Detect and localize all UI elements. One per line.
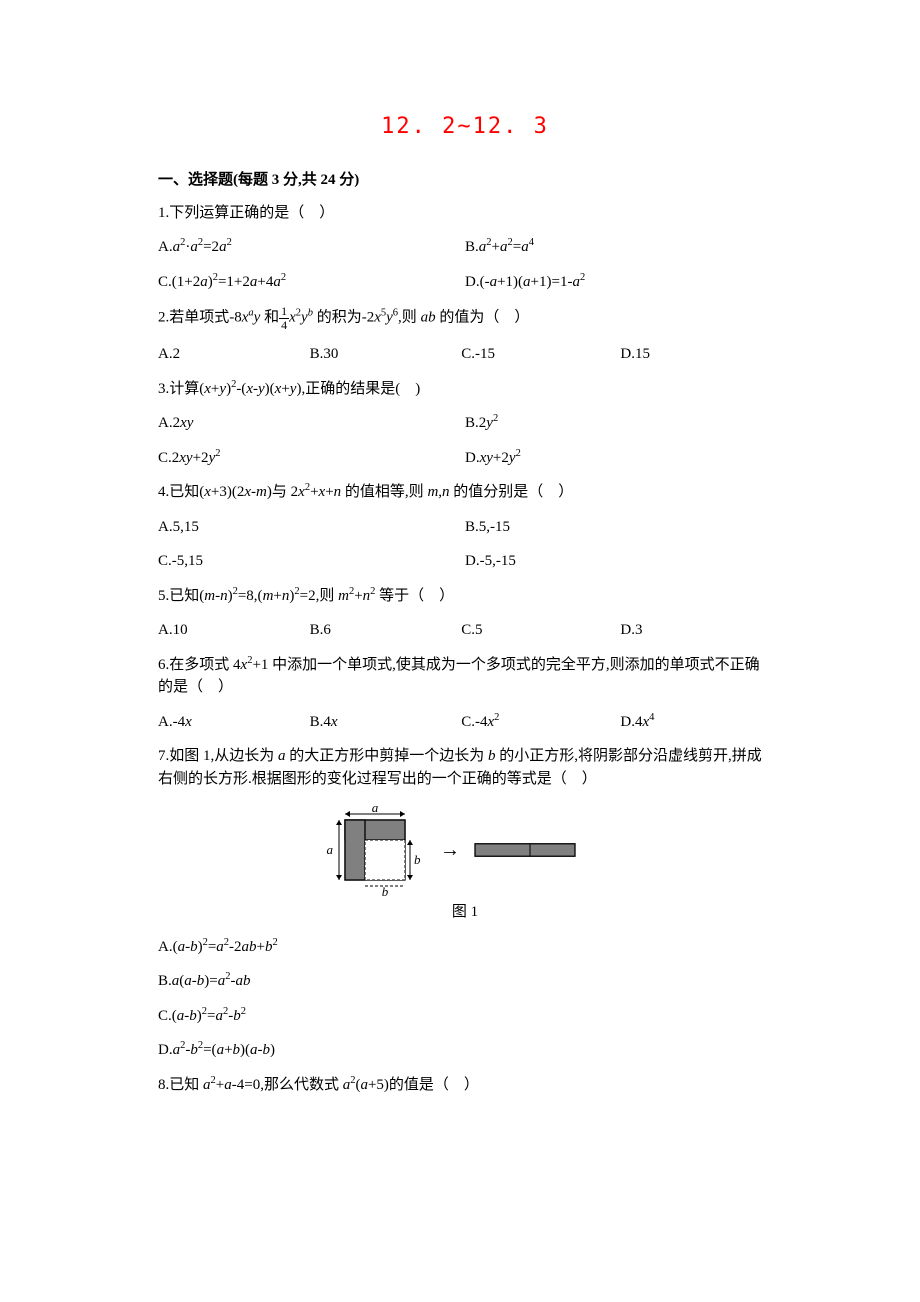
- svg-text:b: b: [382, 884, 389, 897]
- q4-row1: A.5,15 B.5,-15: [158, 516, 772, 539]
- q1-option-a: A.a2·a2=2a2: [158, 236, 465, 259]
- q2-option-a: A.2: [158, 343, 310, 366]
- q3-row1: A.2xy B.2y2: [158, 412, 772, 435]
- figure-caption: 图 1: [158, 901, 772, 924]
- q7-stem: 7.如图 1,从边长为 a 的大正方形中剪掉一个边长为 b 的小正方形,将阴影部…: [158, 745, 772, 790]
- q4-stem: 4.已知(x+3)(2x-m)与 2x2+x+n 的值相等,则 m,n 的值分别…: [158, 481, 772, 504]
- q2-option-c: C.-15: [461, 343, 620, 366]
- q1-stem: 1.下列运算正确的是（ ）: [158, 202, 772, 225]
- q8-stem: 8.已知 a2+a-4=0,那么代数式 a2(a+5)的值是（ ）: [158, 1074, 772, 1097]
- svg-text:a: a: [327, 842, 334, 857]
- figure-1: a a b b →: [158, 802, 772, 897]
- q6-option-b: B.4x: [310, 711, 462, 734]
- q7-option-b: B.a(a-b)=a2-ab: [158, 970, 772, 993]
- q4-option-c: C.-5,15: [158, 550, 465, 573]
- q2-stem: 2.若单项式-8xay 和14x2yb 的积为-2x5y6,则 ab 的值为（ …: [158, 305, 772, 331]
- q5-option-d: D.3: [620, 619, 772, 642]
- q6-option-d: D.4x4: [620, 711, 772, 734]
- q4-row2: C.-5,15 D.-5,-15: [158, 550, 772, 573]
- q7-option-d: D.a2-b2=(a+b)(a-b): [158, 1039, 772, 1062]
- q2-options: A.2 B.30 C.-15 D.15: [158, 343, 772, 366]
- q1-option-b: B.a2+a2=a4: [465, 236, 772, 259]
- q5-option-c: C.5: [461, 619, 620, 642]
- q6-option-c: C.-4x2: [461, 711, 620, 734]
- q3-option-c: C.2xy+2y2: [158, 447, 465, 470]
- q4-option-d: D.-5,-15: [465, 550, 772, 573]
- q5-options: A.10 B.6 C.5 D.3: [158, 619, 772, 642]
- q6-options: A.-4x B.4x C.-4x2 D.4x4: [158, 711, 772, 734]
- svg-text:→: →: [440, 839, 460, 861]
- q1-option-c: C.(1+2a)2=1+2a+4a2: [158, 271, 465, 294]
- q3-option-a: A.2xy: [158, 412, 465, 435]
- q1-option-d: D.(-a+1)(a+1)=1-a2: [465, 271, 772, 294]
- q5-option-b: B.6: [310, 619, 462, 642]
- q5-option-a: A.10: [158, 619, 310, 642]
- q3-option-b: B.2y2: [465, 412, 772, 435]
- q2-option-b: B.30: [310, 343, 462, 366]
- q3-row2: C.2xy+2y2 D.xy+2y2: [158, 447, 772, 470]
- svg-text:a: a: [372, 802, 379, 815]
- q4-option-b: B.5,-15: [465, 516, 772, 539]
- section-heading: 一、选择题(每题 3 分,共 24 分): [158, 169, 772, 192]
- q6-option-a: A.-4x: [158, 711, 310, 734]
- q3-option-d: D.xy+2y2: [465, 447, 772, 470]
- q2-option-d: D.15: [620, 343, 772, 366]
- q7-option-c: C.(a-b)2=a2-b2: [158, 1005, 772, 1028]
- q1-row1: A.a2·a2=2a2 B.a2+a2=a4: [158, 236, 772, 259]
- q6-stem: 6.在多项式 4x2+1 中添加一个单项式,使其成为一个多项式的完全平方,则添加…: [158, 654, 772, 699]
- q5-stem: 5.已知(m-n)2=8,(m+n)2=2,则 m2+n2 等于（ ）: [158, 585, 772, 608]
- doc-title: 12. 2~12. 3: [158, 110, 772, 143]
- q7-option-a: A.(a-b)2=a2-2ab+b2: [158, 936, 772, 959]
- svg-text:b: b: [414, 852, 421, 867]
- figure-svg: a a b b →: [305, 802, 625, 897]
- q3-stem: 3.计算(x+y)2-(x-y)(x+y),正确的结果是( ): [158, 378, 772, 401]
- q4-option-a: A.5,15: [158, 516, 465, 539]
- q1-row2: C.(1+2a)2=1+2a+4a2 D.(-a+1)(a+1)=1-a2: [158, 271, 772, 294]
